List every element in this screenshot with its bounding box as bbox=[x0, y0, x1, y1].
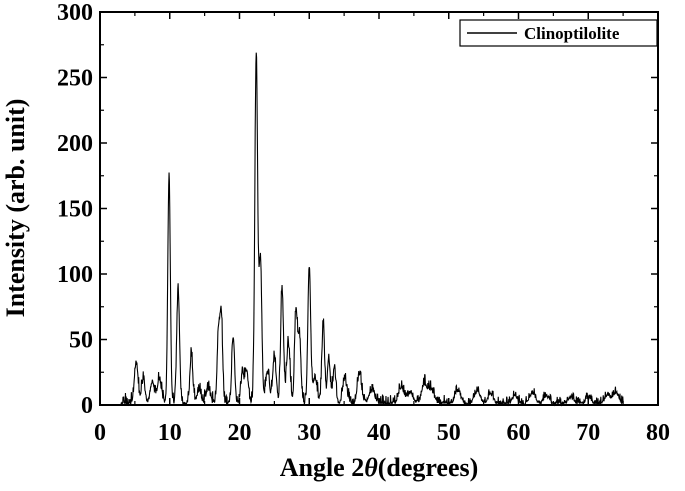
x-tick-label: 0 bbox=[94, 420, 106, 446]
series-line-clinoptilolite bbox=[120, 52, 624, 407]
x-tick-label: 20 bbox=[228, 420, 252, 446]
x-tick-label: 80 bbox=[646, 420, 670, 446]
x-tick-label: 10 bbox=[158, 420, 182, 446]
y-tick-label: 250 bbox=[57, 66, 93, 92]
x-axis-title-suffix: (degrees) bbox=[378, 453, 479, 482]
x-axis-title: Angle 2θ(degrees) bbox=[280, 453, 479, 482]
x-axis-title-prefix: Angle 2 bbox=[280, 453, 365, 482]
y-axis-title: Intensity (arb. unit) bbox=[1, 99, 30, 318]
legend-label: Clinoptilolite bbox=[524, 24, 620, 43]
x-tick-label: 60 bbox=[507, 420, 531, 446]
x-tick-label: 50 bbox=[437, 420, 461, 446]
y-tick-label: 0 bbox=[81, 393, 93, 419]
y-tick-label: 200 bbox=[57, 131, 93, 157]
axis-tick-labels: 0 10 20 30 40 50 60 70 80 0 50 100 150 200 250 300 bbox=[57, 0, 670, 446]
axis-ticks bbox=[99, 11, 659, 406]
x-tick-label: 30 bbox=[297, 420, 321, 446]
y-tick-label: 50 bbox=[69, 328, 93, 354]
plot-frame-group bbox=[99, 11, 659, 406]
plot-frame bbox=[99, 11, 659, 406]
x-axis-title-symbol: θ bbox=[364, 453, 378, 482]
y-tick-label: 150 bbox=[57, 197, 93, 223]
legend: Clinoptilolite bbox=[459, 19, 658, 47]
y-tick-label: 100 bbox=[57, 262, 93, 288]
x-tick-label: 70 bbox=[576, 420, 600, 446]
y-tick-label: 300 bbox=[57, 0, 93, 26]
x-tick-label: 40 bbox=[367, 420, 391, 446]
